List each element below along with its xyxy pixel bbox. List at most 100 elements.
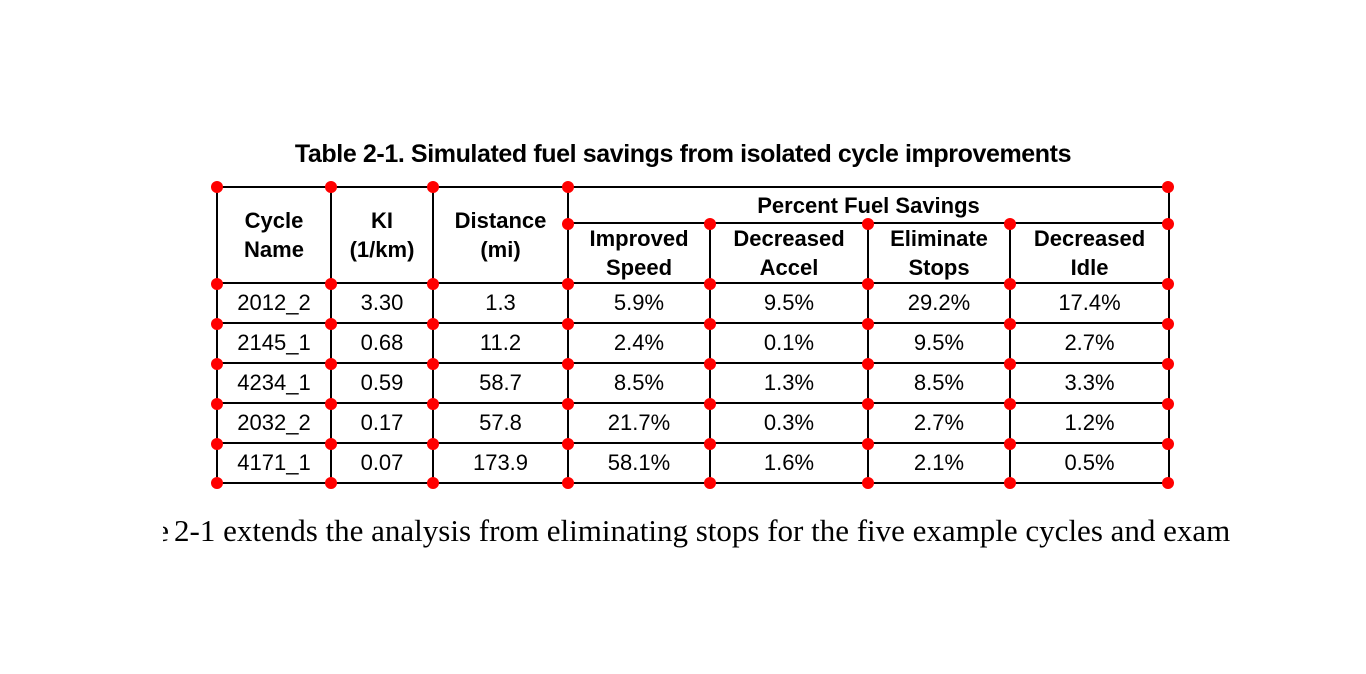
header-ki: KI (1/km) xyxy=(330,186,434,284)
cell-decreased-idle: 1.2% xyxy=(1008,402,1171,444)
header-cycle-name: Cycle Name xyxy=(216,186,332,284)
grid-marker-dot xyxy=(562,477,574,489)
cell-ki: 0.59 xyxy=(330,362,434,404)
cell-cycle-name: 2145_1 xyxy=(216,322,332,364)
grid-marker-dot xyxy=(562,218,574,230)
grid-marker-dot xyxy=(1162,358,1174,370)
cell-ki: 3.30 xyxy=(330,282,434,324)
grid-marker-dot xyxy=(211,181,223,193)
grid-marker-dot xyxy=(562,181,574,193)
header-row-sub: Improved Speed Decreased Accel Eliminate… xyxy=(217,222,1171,284)
grid-marker-dot xyxy=(562,438,574,450)
cell-distance: 1.3 xyxy=(432,282,569,324)
grid-marker-dot xyxy=(427,398,439,410)
cell-improved-speed: 2.4% xyxy=(567,322,711,364)
grid-marker-dot xyxy=(325,398,337,410)
grid-marker-dot xyxy=(427,477,439,489)
cell-eliminate-stops: 8.5% xyxy=(867,362,1011,404)
cell-decreased-accel: 0.1% xyxy=(709,322,869,364)
grid-marker-dot xyxy=(862,318,874,330)
grid-marker-dot xyxy=(1162,278,1174,290)
grid-marker-dot xyxy=(211,477,223,489)
grid-marker-dot xyxy=(325,278,337,290)
grid-marker-dot xyxy=(862,218,874,230)
grid-marker-dot xyxy=(1162,477,1174,489)
grid-marker-dot xyxy=(1162,181,1174,193)
grid-marker-dot xyxy=(325,318,337,330)
grid-marker-dot xyxy=(562,398,574,410)
grid-marker-dot xyxy=(211,278,223,290)
grid-marker-dot xyxy=(1004,278,1016,290)
grid-marker-dot xyxy=(1162,438,1174,450)
cell-decreased-idle: 2.7% xyxy=(1008,322,1171,364)
header-eliminate-stops: Eliminate Stops xyxy=(867,222,1011,284)
cell-improved-speed: 58.1% xyxy=(567,442,711,484)
grid-marker-dot xyxy=(704,318,716,330)
cell-ki: 0.07 xyxy=(330,442,434,484)
cell-decreased-accel: 9.5% xyxy=(709,282,869,324)
grid-marker-dot xyxy=(704,398,716,410)
body-text-line: e 2-1 extends the analysis from eliminat… xyxy=(163,511,1231,551)
grid-marker-dot xyxy=(704,218,716,230)
grid-marker-dot xyxy=(325,438,337,450)
cell-ki: 0.17 xyxy=(330,402,434,444)
grid-marker-dot xyxy=(427,278,439,290)
grid-marker-dot xyxy=(1004,477,1016,489)
cell-decreased-idle: 3.3% xyxy=(1008,362,1171,404)
cell-cycle-name: 2012_2 xyxy=(216,282,332,324)
header-improved-speed: Improved Speed xyxy=(567,222,711,284)
grid-marker-dot xyxy=(704,358,716,370)
cell-cycle-name: 4234_1 xyxy=(216,362,332,404)
grid-marker-dot xyxy=(427,181,439,193)
body-text: 2-1 extends the analysis from eliminatin… xyxy=(174,513,1231,548)
cell-cycle-name: 2032_2 xyxy=(216,402,332,444)
grid-marker-dot xyxy=(325,358,337,370)
grid-marker-dot xyxy=(211,318,223,330)
header-distance: Distance (mi) xyxy=(432,186,569,284)
header-decreased-idle: Decreased Idle xyxy=(1008,222,1171,284)
cell-eliminate-stops: 2.7% xyxy=(867,402,1011,444)
grid-marker-dot xyxy=(211,358,223,370)
header-percent-fuel-savings: Percent Fuel Savings xyxy=(566,186,1171,224)
grid-marker-dot xyxy=(862,438,874,450)
cell-decreased-accel: 1.6% xyxy=(709,442,869,484)
cell-distance: 57.8 xyxy=(432,402,569,444)
cell-distance: 58.7 xyxy=(432,362,569,404)
grid-marker-dot xyxy=(211,438,223,450)
cell-distance: 173.9 xyxy=(432,442,569,484)
cell-improved-speed: 21.7% xyxy=(567,402,711,444)
table-row: 2012_2 3.30 1.3 5.9% 9.5% 29.2% 17.4% xyxy=(216,282,1171,324)
cell-decreased-accel: 1.3% xyxy=(709,362,869,404)
grid-marker-dot xyxy=(1162,318,1174,330)
grid-marker-dot xyxy=(704,438,716,450)
grid-marker-dot xyxy=(1004,358,1016,370)
fuel-savings-table: Cycle Name KI (1/km) Distance (mi) Perce… xyxy=(216,186,1171,484)
cell-improved-speed: 5.9% xyxy=(567,282,711,324)
cell-eliminate-stops: 29.2% xyxy=(867,282,1011,324)
cell-decreased-accel: 0.3% xyxy=(709,402,869,444)
table-row: 2032_2 0.17 57.8 21.7% 0.3% 2.7% 1.2% xyxy=(216,402,1171,444)
grid-marker-dot xyxy=(562,318,574,330)
table-title: Table 2-1. Simulated fuel savings from i… xyxy=(294,140,1072,168)
grid-marker-dot xyxy=(325,477,337,489)
grid-marker-dot xyxy=(1162,398,1174,410)
grid-marker-dot xyxy=(1004,318,1016,330)
grid-marker-dot xyxy=(427,358,439,370)
cell-ki: 0.68 xyxy=(330,322,434,364)
cell-distance: 11.2 xyxy=(432,322,569,364)
grid-marker-dot xyxy=(1004,438,1016,450)
cell-eliminate-stops: 2.1% xyxy=(867,442,1011,484)
grid-marker-dot xyxy=(862,398,874,410)
grid-marker-dot xyxy=(1162,218,1174,230)
clipped-letter-fragment: e xyxy=(163,511,169,551)
grid-marker-dot xyxy=(562,358,574,370)
cell-cycle-name: 4171_1 xyxy=(216,442,332,484)
grid-marker-dot xyxy=(1004,398,1016,410)
grid-marker-dot xyxy=(862,278,874,290)
grid-marker-dot xyxy=(325,181,337,193)
cell-decreased-idle: 17.4% xyxy=(1008,282,1171,324)
grid-marker-dot xyxy=(704,278,716,290)
grid-marker-dot xyxy=(1004,218,1016,230)
cell-eliminate-stops: 9.5% xyxy=(867,322,1011,364)
